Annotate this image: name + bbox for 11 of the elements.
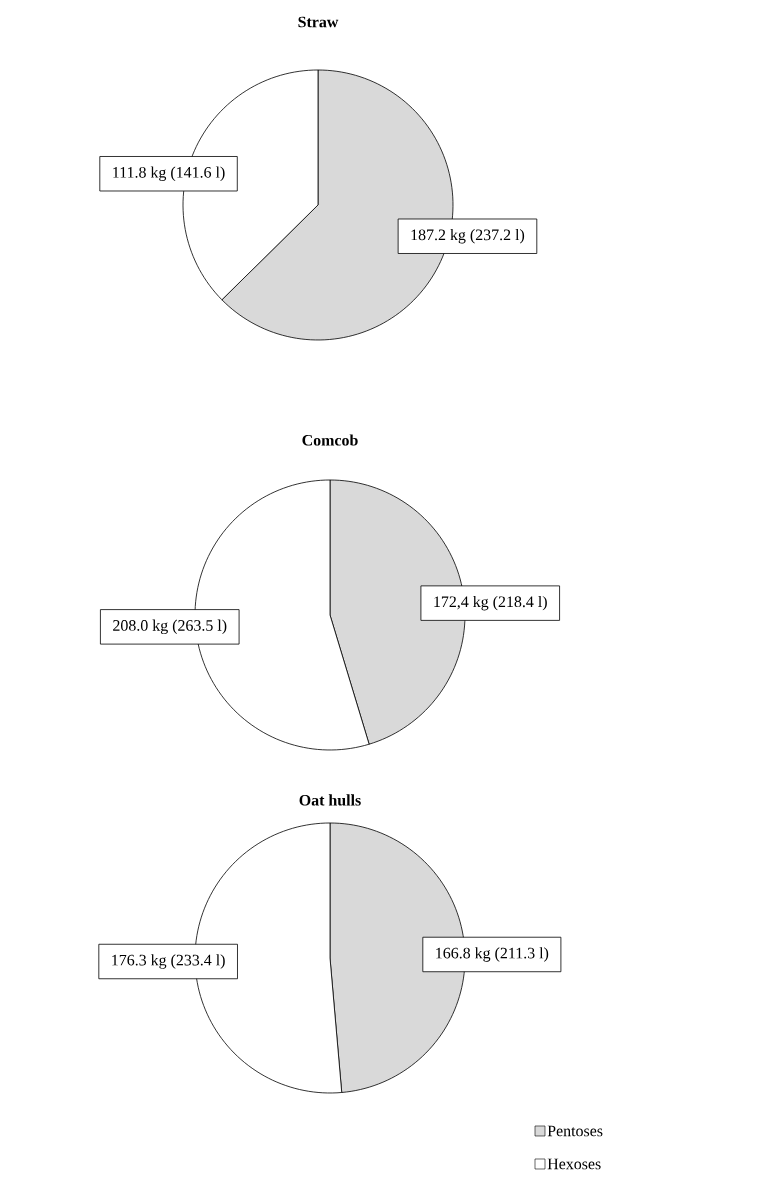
chart-title: Comcob (302, 434, 358, 446)
data-label: 172,4 kg (218.4 l) (434, 595, 547, 611)
chart-title: Straw (298, 16, 339, 28)
legend-label: Hexoses (547, 1158, 601, 1170)
data-label: 187.2 kg (237.2 l) (411, 228, 525, 244)
data-label: 166.8 kg (211.3 l) (436, 947, 549, 962)
data-label: 111.8 kg (141.6 l) (113, 166, 225, 181)
chart-title: Oat hulls (299, 794, 361, 806)
legend-label: Pentoses (547, 1125, 603, 1137)
data-label: 208.0 kg (263.5 l) (113, 619, 227, 635)
data-label: 176.3 kg (233.4 l) (112, 954, 225, 969)
